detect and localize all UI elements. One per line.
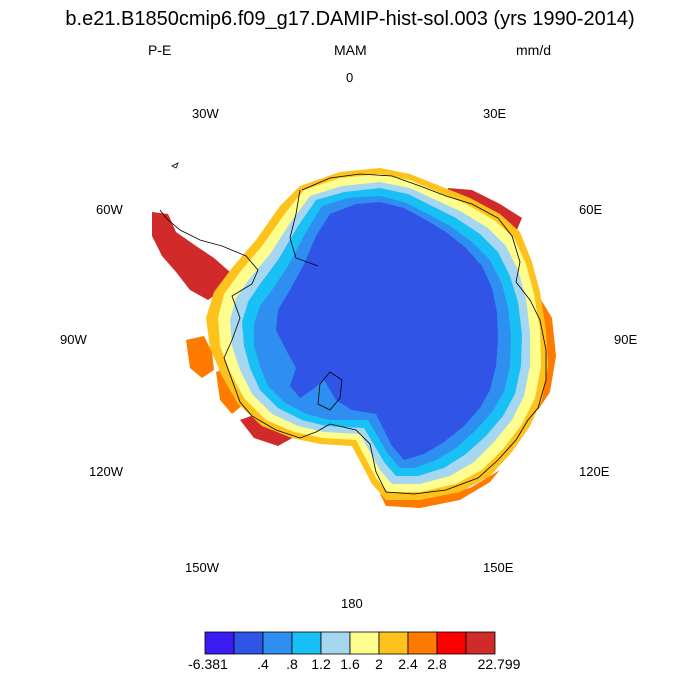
units-label: mm/d	[516, 42, 551, 58]
colorbar-tick-label: .8	[286, 656, 298, 672]
interior-plateau	[276, 202, 498, 460]
lon-label-150e: 150E	[483, 560, 514, 575]
colorbar-tick-label: 2.8	[427, 656, 447, 672]
colorbar-box	[436, 631, 467, 655]
colorbar-box	[262, 631, 293, 655]
colorbar-tick-label: 1.6	[340, 656, 360, 672]
colorbar-boxes	[204, 631, 496, 655]
colorbar-box	[320, 631, 351, 655]
lon-label-30w: 30W	[192, 106, 219, 121]
colorbar-tick-label: 2	[375, 656, 383, 672]
colorbar-tick-label: 1.2	[311, 656, 331, 672]
south-georgia-island	[171, 162, 179, 169]
colorbar-box	[233, 631, 264, 655]
variable-label: P-E	[148, 42, 172, 58]
lon-label-60w: 60W	[96, 202, 123, 217]
colorbar-box	[407, 631, 438, 655]
colorbar-tick-label: -6.381	[188, 656, 228, 672]
colorbar-box	[204, 631, 235, 655]
lon-label-60e: 60E	[579, 202, 603, 217]
lon-label-90w: 90W	[60, 332, 87, 347]
lon-label-0: 0	[346, 70, 354, 85]
lon-label-120e: 120E	[579, 464, 610, 479]
coastline	[159, 173, 547, 495]
season-label: MAM	[334, 42, 367, 58]
lon-label-90e: 90E	[614, 332, 638, 347]
colorbar-box	[349, 631, 380, 655]
colorbar-tick-label: .4	[257, 656, 269, 672]
colorbar-box	[291, 631, 322, 655]
lon-label-150w: 150W	[185, 560, 219, 575]
lon-label-30e: 30E	[483, 106, 507, 121]
colorbar-box	[378, 631, 409, 655]
lon-label-120w: 120W	[89, 464, 123, 479]
plot-title: b.e21.B1850cmip6.f09_g17.DAMIP-hist-sol.…	[65, 8, 635, 30]
colorbar-tick-label: 2.4	[398, 656, 418, 672]
colorbar-box	[465, 631, 496, 655]
colorbar-tick-label: 22.799	[477, 656, 521, 672]
lon-label-180: 180	[341, 596, 363, 611]
